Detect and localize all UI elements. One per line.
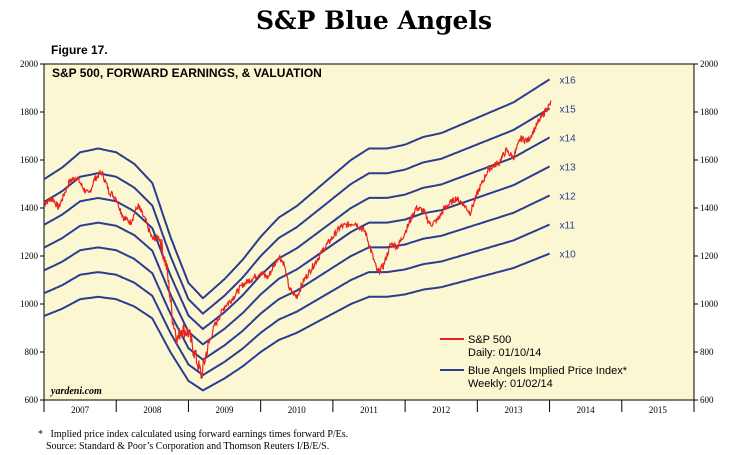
y-tick-label-right: 600	[700, 395, 714, 405]
x-tick-label: 2014	[577, 405, 596, 415]
legend-label-blue-angels: Blue Angels Implied Price Index*	[468, 365, 628, 377]
y-tick-label-left: 1600	[20, 155, 39, 165]
footnote-text: Implied price index calculated using for…	[50, 429, 349, 440]
y-tick-label-right: 2000	[700, 59, 719, 69]
blue-angel-line	[43, 107, 551, 315]
blue-angel-line	[43, 78, 551, 300]
blue-angel-line	[43, 194, 551, 361]
y-tick-label-right: 1800	[700, 107, 719, 117]
source-note: Source: Standard & Poor’s Corporation an…	[46, 441, 330, 452]
y-tick-label-left: 1000	[20, 299, 39, 309]
y-tick-label-right: 1000	[700, 299, 719, 309]
blue-angel-label: x15	[560, 104, 577, 115]
x-tick-label: 2010	[288, 405, 307, 415]
blue-angel-label: x10	[560, 250, 577, 261]
footnote: * Implied price index calculated using f…	[38, 429, 738, 441]
y-tick-label-left: 1400	[20, 203, 39, 213]
blue-angel-label: x11	[560, 221, 576, 232]
blue-angel-label: x13	[560, 162, 577, 173]
legend-label-sp500: S&P 500	[468, 334, 511, 346]
y-tick-label-left: 800	[25, 347, 39, 357]
x-tick-label: 2013	[504, 405, 523, 415]
y-tick-label-left: 1200	[20, 251, 39, 261]
y-tick-label-right: 1400	[700, 203, 719, 213]
y-tick-label-right: 800	[700, 347, 714, 357]
x-tick-label: 2007	[71, 405, 90, 415]
figure-label: Figure 17.	[51, 43, 108, 57]
chart-title: S&P 500, FORWARD EARNINGS, & VALUATION	[52, 66, 322, 80]
y-tick-label-left: 1800	[20, 107, 39, 117]
blue-angel-label: x12	[560, 192, 577, 203]
blue-angel-label: x14	[560, 133, 577, 144]
x-tick-label: 2012	[432, 405, 450, 415]
x-tick-label: 2015	[649, 405, 668, 415]
x-tick-label: 2011	[360, 405, 378, 415]
y-tick-label-right: 1600	[700, 155, 719, 165]
page-title: S&P Blue Angels	[255, 6, 493, 35]
y-tick-label-right: 1200	[700, 251, 719, 261]
y-tick-label-left: 600	[25, 395, 39, 405]
blue-angel-line	[43, 223, 550, 377]
legend-sublabel-blue-angels: Weekly: 01/02/14	[468, 378, 553, 390]
blue-angel-label: x16	[560, 75, 577, 86]
legend: S&P 500 Daily: 01/10/14 Blue Angels Impl…	[440, 334, 628, 390]
footnote-marker: *	[38, 429, 43, 440]
sp500-line	[43, 100, 552, 379]
legend-sublabel-sp500: Daily: 01/10/14	[468, 347, 541, 359]
blue-angel-line	[43, 252, 550, 392]
watermark: yardeni.com	[50, 386, 102, 397]
x-tick-label: 2008	[143, 405, 162, 415]
x-tick-label: 2009	[216, 405, 235, 415]
blue-angel-line	[43, 165, 551, 346]
blue-angel-line	[43, 136, 551, 331]
y-tick-label-left: 2000	[20, 59, 39, 69]
plot-background	[43, 63, 695, 401]
